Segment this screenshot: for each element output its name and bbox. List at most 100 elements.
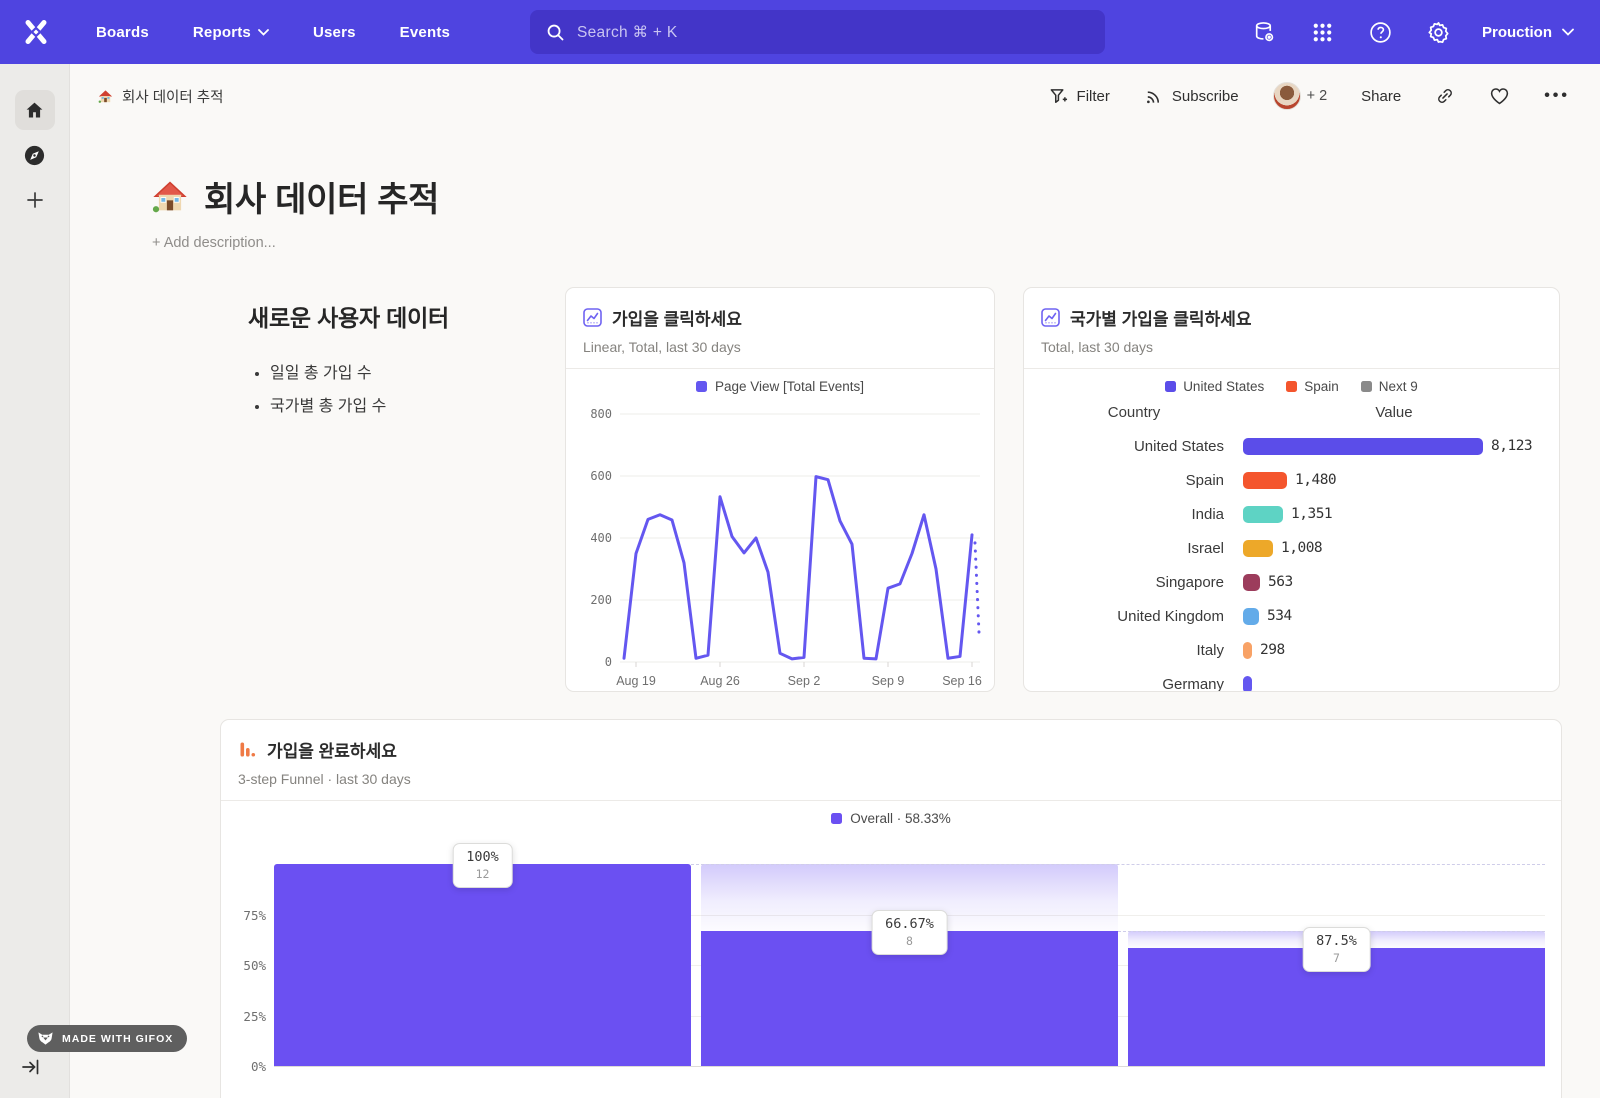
- legend-item[interactable]: United States: [1165, 379, 1264, 394]
- value-bar-track: 534: [1243, 607, 1292, 625]
- line-chart-plot[interactable]: 0 200 400 600 800 Aug 19 Aug 26 Sep 2 Sep 9 Sep 1…: [574, 396, 986, 692]
- rss-icon: [1146, 90, 1159, 103]
- text-card[interactable]: 새로운 사용자 데이터 일일 총 가입 수 국가별 총 가입 수: [220, 287, 537, 692]
- search-placeholder: Search ⌘ + K: [577, 23, 678, 41]
- legend-swatch: [1165, 381, 1177, 392]
- y-axis-label: 25%: [243, 1008, 266, 1024]
- table-row[interactable]: Italy 298: [1024, 633, 1559, 667]
- breadcrumb[interactable]: 회사 데이터 추적: [97, 86, 223, 107]
- country-label: Israel: [1187, 539, 1224, 557]
- left-sidebar: [0, 64, 70, 1098]
- table-row[interactable]: Spain 1,480: [1024, 463, 1559, 497]
- value-bar: [1243, 607, 1259, 625]
- navbar-utilities: Prouction: [1250, 18, 1574, 46]
- nav-item-users[interactable]: Users: [313, 24, 356, 41]
- divider: [566, 368, 994, 369]
- more-options-button[interactable]: •••: [1544, 87, 1570, 104]
- nav-item-boards[interactable]: Boards: [96, 24, 149, 41]
- collaborator-avatar: [1272, 82, 1301, 110]
- table-row[interactable]: India 1,351: [1024, 497, 1559, 531]
- bullet-item: 국가별 총 가입 수: [270, 392, 537, 416]
- table-row[interactable]: Singapore 563: [1024, 565, 1559, 599]
- table-row[interactable]: Israel 1,008: [1024, 531, 1559, 565]
- settings-gear-icon[interactable]: [1424, 18, 1452, 46]
- funnel-card-subtitle: 3-step Funnel · last 30 days: [238, 771, 411, 787]
- funnel-step-1[interactable]: 100% 12: [274, 843, 691, 1066]
- funnel-tooltip: 66.67% 8: [871, 910, 948, 956]
- conversion-rate: 87.5%: [1316, 933, 1357, 950]
- svg-text:0: 0: [605, 655, 612, 669]
- funnel-legend[interactable]: Overall · 58.33%: [221, 801, 1561, 826]
- page-title[interactable]: 회사 데이터 추적: [150, 172, 1600, 221]
- legend-item[interactable]: Spain: [1286, 379, 1339, 394]
- data-management-icon[interactable]: [1250, 18, 1278, 46]
- favorite-button[interactable]: [1489, 86, 1510, 106]
- svg-text:200: 200: [590, 593, 612, 607]
- table-row[interactable]: United Kingdom 534: [1024, 599, 1559, 633]
- sidebar-collapse-toggle[interactable]: [22, 1058, 41, 1076]
- value-bar: [1243, 573, 1260, 591]
- apps-grid-icon[interactable]: [1308, 18, 1336, 46]
- project-name: Prouction: [1482, 23, 1552, 41]
- legend-label: Next 9: [1378, 379, 1418, 394]
- line-chart-legend[interactable]: Page View [Total Events]: [566, 369, 994, 394]
- conversion-count: 7: [1333, 951, 1340, 966]
- funnel-step-2[interactable]: 66.67% 8: [701, 864, 1118, 1066]
- value-bar-track: 298: [1243, 641, 1285, 659]
- table-row[interactable]: Germany: [1024, 667, 1559, 691]
- top-navbar: Boards Reports Users Events Search ⌘ + K: [0, 0, 1600, 64]
- search-input[interactable]: Search ⌘ + K: [530, 10, 1105, 54]
- value-text: 298: [1260, 642, 1285, 658]
- funnel-chart-icon: [240, 742, 256, 757]
- filter-button[interactable]: Filter: [1049, 87, 1110, 106]
- bar-card-subtitle: Total, last 30 days: [1041, 339, 1154, 355]
- bar-chart-card[interactable]: 국가별 가입을 클릭하세요 Total, last 30 days United…: [1023, 287, 1560, 692]
- help-icon[interactable]: [1366, 18, 1394, 46]
- y-axis-label: 50%: [243, 958, 266, 973]
- svg-text:Sep 2: Sep 2: [788, 674, 821, 688]
- sidebar-home-button[interactable]: [14, 90, 55, 130]
- divider: [221, 800, 1561, 801]
- collaborators[interactable]: + 2: [1272, 82, 1327, 110]
- subscribe-button[interactable]: Subscribe: [1144, 87, 1239, 106]
- funnel-plot[interactable]: 0% 25% 50% 75% 100% 12 66.67% 8 87.5% 7: [243, 843, 1545, 1074]
- country-label: United States: [1133, 437, 1224, 455]
- funnel-chart-card[interactable]: 가입을 완료하세요 3-step Funnel · last 30 days O…: [220, 719, 1562, 1098]
- funnel-step-3[interactable]: 87.5% 7: [1128, 864, 1545, 1066]
- value-column-header: Value: [1375, 404, 1413, 421]
- country-column-header: Country: [1107, 404, 1161, 421]
- plus-icon: [26, 192, 43, 208]
- value-bar: [1243, 641, 1252, 659]
- house-emoji: [98, 89, 113, 103]
- bar-card-header: 국가별 가입을 클릭하세요 Total, last 30 days: [1024, 288, 1559, 368]
- primary-nav: Boards Reports Users Events: [96, 24, 450, 41]
- y-axis-label: 0%: [250, 1059, 266, 1074]
- bar-chart-legend[interactable]: United States Spain Next 9: [1024, 369, 1559, 396]
- nav-item-reports[interactable]: Reports: [193, 24, 269, 41]
- nav-item-events[interactable]: Events: [400, 24, 450, 41]
- project-switcher[interactable]: Prouction: [1482, 24, 1574, 41]
- mixpanel-logo[interactable]: [16, 12, 56, 52]
- country-label: Italy: [1196, 641, 1224, 659]
- copy-link-button[interactable]: [1435, 86, 1455, 106]
- made-with-gifox-badge[interactable]: MADE WITH GIFOX: [27, 1025, 188, 1052]
- share-button[interactable]: Share: [1361, 88, 1401, 105]
- svg-text:400: 400: [590, 531, 612, 545]
- sidebar-add-button[interactable]: [15, 180, 55, 220]
- conversion-count: 8: [906, 934, 913, 949]
- svg-text:Aug 26: Aug 26: [700, 674, 740, 688]
- legend-item[interactable]: Next 9: [1360, 379, 1418, 394]
- conversion-count: 12: [475, 867, 490, 881]
- funnel-card-title: 가입을 완료하세요: [267, 742, 397, 761]
- board-toolbar: 회사 데이터 추적 Filter Subscribe + 2 Share: [70, 64, 1600, 128]
- add-description[interactable]: + Add description...: [152, 235, 276, 251]
- breadcrumb-label: 회사 데이터 추적: [122, 89, 224, 106]
- value-bar: [1243, 505, 1283, 523]
- value-bar: [1243, 471, 1287, 489]
- value-text: 8,123: [1491, 438, 1533, 454]
- funnel-card-header: 가입을 완료하세요 3-step Funnel · last 30 days: [221, 720, 1561, 800]
- line-chart-card[interactable]: 가입을 클릭하세요 Linear, Total, last 30 days Pa…: [565, 287, 995, 692]
- table-row[interactable]: United States 8,123: [1024, 429, 1559, 463]
- sidebar-explore-button[interactable]: [15, 135, 55, 175]
- filter-label: Filter: [1076, 87, 1110, 105]
